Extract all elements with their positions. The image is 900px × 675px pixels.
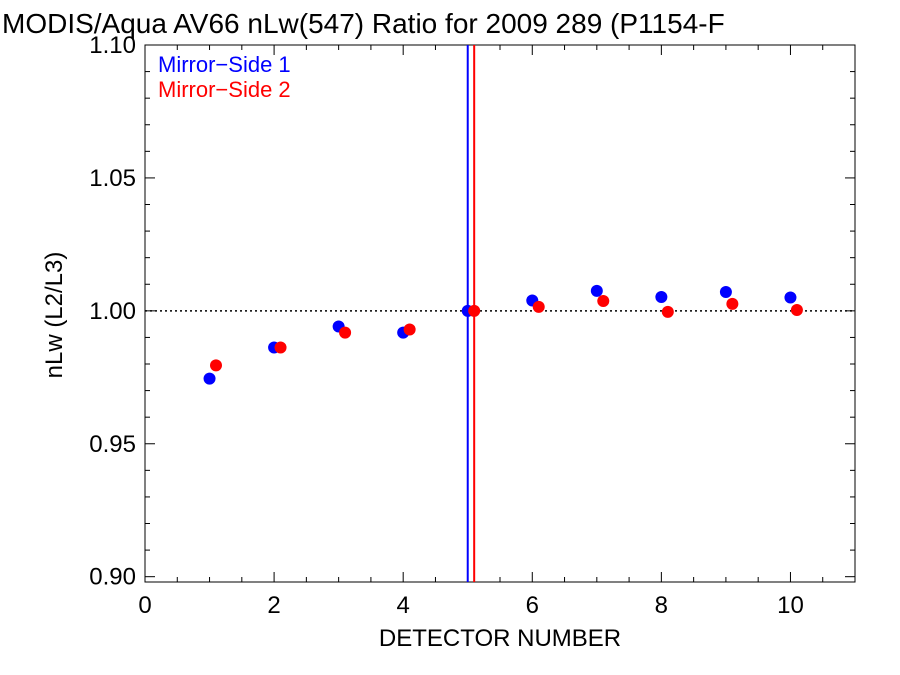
point-series-2 — [597, 295, 610, 308]
y-tick-label: 0.90 — [89, 564, 136, 591]
plot-frame — [144, 44, 856, 583]
x-tick-labels: 0 2 4 6 8 10 — [138, 592, 803, 619]
y-tick-label: 1.00 — [89, 298, 136, 325]
point-series-2 — [274, 341, 287, 354]
x-tick-label: 6 — [526, 592, 539, 619]
x-tick-label: 0 — [138, 592, 151, 619]
axis-ticks — [144, 44, 856, 582]
x-tick-label: 10 — [777, 592, 804, 619]
point-series-1 — [719, 285, 732, 298]
point-series-2 — [403, 323, 416, 336]
x-axis-title: DETECTOR NUMBER — [379, 625, 621, 652]
point-series-2 — [661, 305, 674, 318]
x-tick-label: 8 — [655, 592, 668, 619]
point-series-1 — [784, 291, 797, 304]
chart-title: MODIS/Aqua AV66 nLw(547) Ratio for 2009 … — [2, 8, 725, 39]
legend-entry: Mirror−Side 2 — [158, 77, 291, 102]
point-series-2 — [532, 300, 545, 313]
point-series-1 — [655, 291, 668, 304]
legend-entry: Mirror−Side 1 — [158, 52, 291, 77]
y-tick-label: 0.95 — [89, 431, 136, 458]
y-tick-label: 1.05 — [89, 165, 136, 192]
point-series-2 — [210, 359, 222, 372]
y-axis-title: nLw (L2/L3) — [41, 252, 68, 379]
y-tick-label: 1.10 — [89, 32, 136, 59]
point-series-2 — [790, 304, 803, 317]
point-series-2 — [468, 304, 481, 317]
y-tick-labels: 0.90 0.95 1.00 1.05 1.10 — [89, 32, 136, 591]
point-series-2 — [726, 297, 739, 310]
x-tick-label: 4 — [397, 592, 410, 619]
point-series-1 — [203, 372, 216, 385]
x-tick-label: 2 — [267, 592, 280, 619]
point-series-1 — [590, 284, 603, 297]
point-series-2 — [339, 326, 352, 339]
data-points — [203, 284, 803, 385]
